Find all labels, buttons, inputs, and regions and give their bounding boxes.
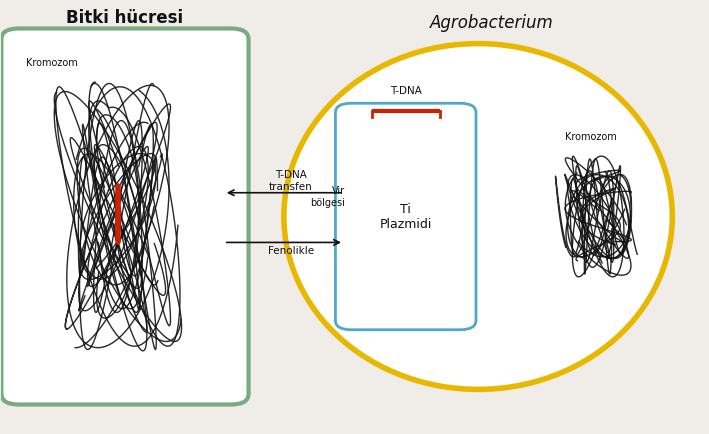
Text: T-DNA
transfen: T-DNA transfen bbox=[269, 170, 313, 191]
Text: Fenolikle: Fenolikle bbox=[268, 245, 314, 255]
Text: Kromozom: Kromozom bbox=[26, 57, 78, 67]
Text: Agrobacterium: Agrobacterium bbox=[430, 13, 554, 32]
Text: T-DNA: T-DNA bbox=[390, 86, 422, 96]
Text: Ti
Plazmidi: Ti Plazmidi bbox=[379, 203, 432, 231]
Text: Vir
bölgesi: Vir bölgesi bbox=[311, 185, 345, 207]
Text: Kromozom: Kromozom bbox=[565, 132, 617, 141]
Text: Bitki hücresi: Bitki hücresi bbox=[67, 9, 184, 27]
FancyBboxPatch shape bbox=[335, 104, 476, 330]
Ellipse shape bbox=[284, 45, 672, 389]
FancyBboxPatch shape bbox=[1, 30, 249, 404]
